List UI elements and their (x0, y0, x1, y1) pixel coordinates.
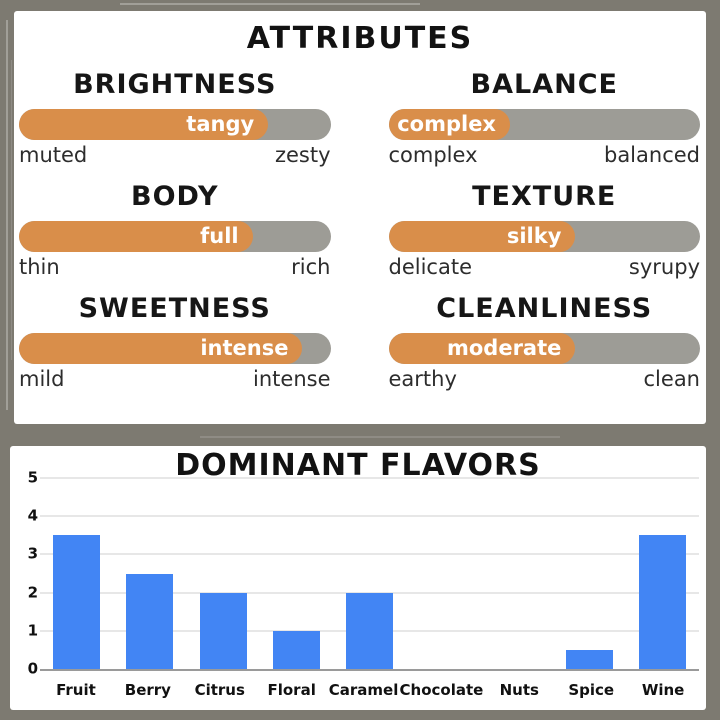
attributes-grid: BRIGHTNESS tangy muted zesty BALANCE com… (14, 54, 706, 391)
attribute-value-label: intense (200, 336, 289, 361)
bar-berry (126, 573, 174, 669)
frame-brush-streak (200, 436, 560, 438)
attribute-scale-min: earthy (388, 367, 457, 392)
attribute-value-label: silky (506, 224, 562, 249)
attribute-scale-max: rich (291, 255, 331, 280)
y-tick-2: 2 (27, 583, 38, 602)
chart-plot (40, 477, 699, 671)
attribute-slider-track: full (19, 221, 331, 253)
x-label-spice: Spice (568, 680, 615, 699)
bar-slot-citrus (186, 478, 259, 669)
attribute-card-texture: TEXTURE silky delicate syrupy (388, 181, 701, 280)
attribute-scale-max: intense (253, 367, 331, 392)
frame-brush-streak (11, 60, 12, 360)
attribute-slider-fill: tangy (19, 109, 269, 140)
bar-spice (565, 649, 613, 669)
bar-slot-berry (113, 478, 186, 669)
attribute-scale-labels: thin rich (19, 255, 331, 280)
attribute-title: TEXTURE (472, 181, 617, 213)
x-label-citrus: Citrus (194, 680, 245, 699)
attribute-slider-track: silky (388, 221, 700, 253)
attribute-scale-labels: earthy clean (389, 368, 701, 391)
x-label-chocolate: Chocolate (399, 680, 484, 699)
bar-wine (638, 535, 686, 669)
y-tick-1: 1 (27, 621, 38, 640)
attribute-slider-track: tangy (19, 109, 331, 140)
attribute-card-cleanliness: CLEANLINESS moderate earthy clean (388, 293, 701, 391)
attribute-scale-min: complex (388, 143, 478, 167)
attribute-title: CLEANLINESS (436, 293, 653, 325)
x-label-fruit: Fruit (56, 680, 96, 699)
frame-brush-streak (120, 3, 420, 5)
attribute-slider-track: complex (388, 109, 700, 140)
x-label-nuts: Nuts (499, 680, 539, 699)
bar-slot-fruit (40, 478, 113, 669)
attribute-card-balance: BALANCE complex complex balanced (388, 69, 701, 167)
attribute-slider-fill: complex (388, 109, 510, 140)
attribute-scale-min: delicate (388, 255, 473, 280)
bar-slot-caramel (333, 478, 406, 669)
attribute-title: SWEETNESS (78, 293, 271, 325)
bar-slot-chocolate (406, 478, 479, 669)
x-label-caramel: Caramel (328, 680, 399, 699)
y-tick-4: 4 (27, 506, 38, 525)
attribute-scale-max: clean (643, 367, 700, 392)
attribute-card-brightness: BRIGHTNESS tangy muted zesty (19, 71, 331, 167)
attribute-value-label: moderate (446, 336, 562, 361)
attribute-scale-labels: mild intense (19, 368, 331, 391)
bar-fruit (53, 535, 101, 669)
attribute-slider-track: moderate (388, 333, 700, 365)
gridline-4 (40, 515, 699, 518)
attribute-value-label: complex (397, 112, 496, 136)
attribute-scale-max: balanced (603, 143, 700, 167)
attribute-scale-min: mild (19, 367, 65, 392)
y-tick-0: 0 (27, 659, 38, 678)
attribute-scale-labels: delicate syrupy (388, 255, 701, 280)
attribute-title: BALANCE (470, 69, 618, 100)
attribute-card-sweetness: SWEETNESS intense mild intense (19, 295, 331, 391)
x-label-wine: Wine (641, 680, 685, 699)
chart-x-axis: Fruit Berry Citrus Floral Caramel Chocolate Nu… (40, 675, 699, 705)
gridline-5 (40, 477, 699, 479)
y-tick-5: 5 (27, 468, 38, 487)
chart-y-axis: 0 1 2 3 4 5 (16, 470, 38, 676)
x-label-floral: Floral (267, 680, 316, 699)
bar-slot-wine (626, 478, 699, 669)
bar-slot-spice (553, 478, 626, 669)
attribute-slider-fill: moderate (388, 333, 576, 365)
attribute-value-label: full (200, 224, 239, 249)
attribute-slider-track: intense (19, 333, 331, 365)
attributes-panel: ATTRIBUTES BRIGHTNESS tangy muted zesty … (14, 11, 706, 424)
attribute-scale-min: muted (19, 143, 88, 167)
attributes-title: ATTRIBUTES (246, 21, 474, 56)
attribute-slider-fill: intense (19, 333, 303, 365)
attribute-slider-fill: full (19, 221, 253, 253)
attribute-value-label: tangy (186, 112, 255, 136)
bar-caramel (345, 592, 393, 669)
attribute-scale-labels: muted zesty (19, 143, 331, 167)
frame-brush-streak (6, 20, 8, 410)
attribute-slider-fill: silky (388, 221, 576, 253)
bar-slot-nuts (479, 478, 552, 669)
attribute-scale-max: zesty (274, 143, 331, 167)
y-tick-3: 3 (27, 544, 38, 563)
x-label-berry: Berry (124, 680, 171, 699)
bar-row (40, 478, 699, 669)
attribute-scale-max: syrupy (628, 255, 700, 280)
attribute-title: BRIGHTNESS (73, 69, 277, 100)
gridline-3 (40, 553, 699, 556)
bar-slot-floral (260, 478, 333, 669)
attribute-scale-labels: complex balanced (388, 143, 701, 167)
attribute-title: BODY (130, 181, 219, 213)
bar-floral (272, 630, 320, 669)
attribute-card-body: BODY full thin rich (19, 183, 331, 279)
attribute-scale-min: thin (19, 255, 60, 280)
bar-citrus (199, 592, 247, 669)
